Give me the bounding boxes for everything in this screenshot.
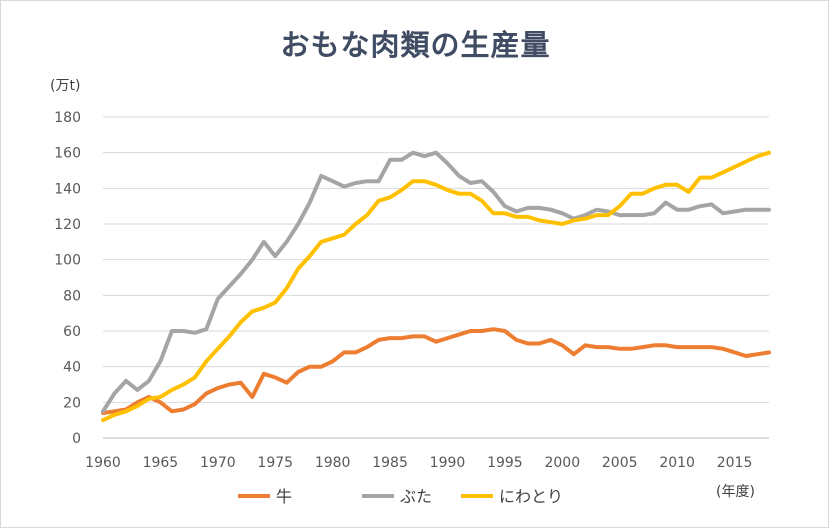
x-tick-label: 1965 bbox=[143, 455, 179, 471]
x-tick-label: 2005 bbox=[602, 455, 638, 471]
y-tick-label: 60 bbox=[63, 324, 81, 340]
x-tick-labels: 1960 1965 1970 1975 1980 1985 1990 1995 2000 2005… bbox=[85, 455, 752, 471]
y-tick-label: 180 bbox=[54, 110, 81, 126]
y-tick-label: 0 bbox=[72, 431, 81, 447]
y-axis-unit: (万t) bbox=[50, 78, 80, 94]
x-axis-unit: (年度) bbox=[716, 484, 755, 500]
y-tick-labels: 0 20 40 60 80 100 120 140 160 180 bbox=[54, 110, 81, 447]
legend-label: 牛 bbox=[276, 487, 292, 506]
y-tick-label: 140 bbox=[54, 181, 81, 197]
x-tick-label: 1980 bbox=[315, 455, 351, 471]
x-tick-label: 1995 bbox=[487, 455, 523, 471]
series-line-にわとり bbox=[101, 150, 771, 423]
series-line-ぶた bbox=[101, 150, 771, 414]
series-line-牛 bbox=[101, 327, 771, 415]
y-tick-label: 100 bbox=[54, 253, 81, 269]
series-lines bbox=[101, 150, 771, 423]
y-tick-label: 160 bbox=[54, 146, 81, 162]
x-tick-label: 2015 bbox=[717, 455, 753, 471]
y-tick-label: 20 bbox=[63, 395, 81, 411]
x-tick-label: 1960 bbox=[85, 455, 121, 471]
y-tick-label: 80 bbox=[63, 288, 81, 304]
x-tick-label: 1985 bbox=[372, 455, 408, 471]
x-tick-label: 1975 bbox=[257, 455, 293, 471]
x-tick-label: 2010 bbox=[659, 455, 695, 471]
gridlines bbox=[103, 116, 769, 403]
x-tick-label: 2000 bbox=[544, 455, 580, 471]
x-tick-label: 1990 bbox=[430, 455, 466, 471]
legend: 牛 ぶた にわとり bbox=[238, 487, 563, 506]
legend-label: ぶた bbox=[400, 487, 432, 506]
x-tick-label: 1970 bbox=[200, 455, 236, 471]
y-tick-label: 40 bbox=[63, 360, 81, 376]
legend-label: にわとり bbox=[499, 487, 563, 506]
chart-title: おもな肉類の生産量 bbox=[280, 28, 551, 62]
y-tick-label: 120 bbox=[54, 217, 81, 233]
